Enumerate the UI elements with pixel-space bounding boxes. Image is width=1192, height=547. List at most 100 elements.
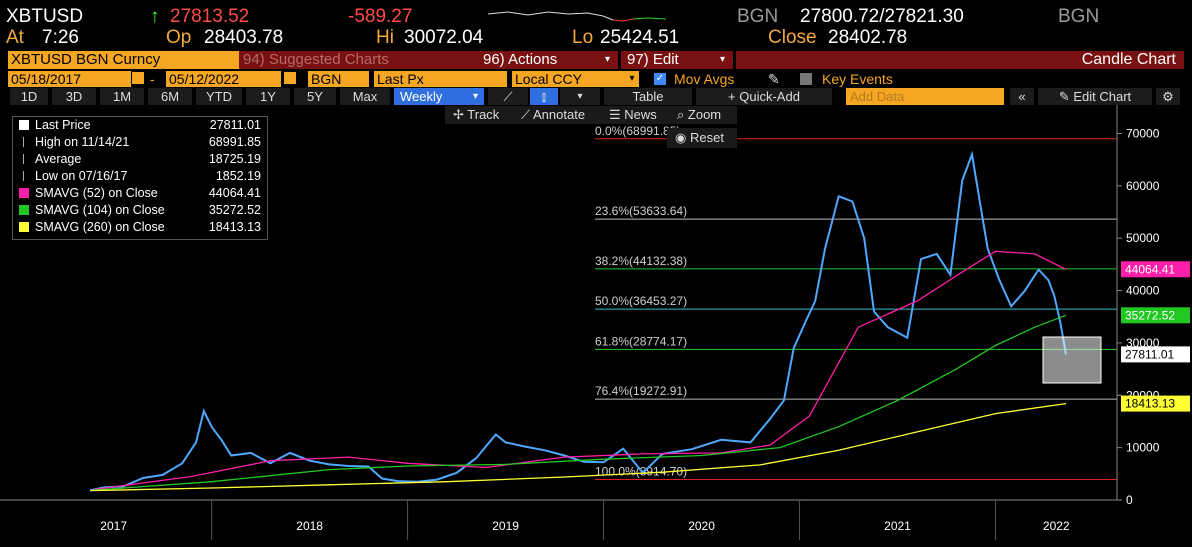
params-bar: 05/18/2017 - 05/12/2022 BGN Last Px Loca…: [0, 70, 1192, 88]
reset-icon: ◉: [675, 130, 687, 145]
legend-swatch: [23, 171, 25, 181]
table-button[interactable]: Table: [604, 88, 692, 105]
bid-source: BGN: [737, 6, 779, 27]
fib-level-label: 38.2%(44132.38): [595, 254, 687, 268]
edit-menu[interactable]: 97) Edit ▾: [621, 51, 733, 69]
pricing-source-field[interactable]: BGN: [308, 71, 369, 87]
reset-label: Reset: [689, 130, 724, 145]
quick-add-button[interactable]: + Quick-Add: [696, 88, 832, 105]
line-chart-icon[interactable]: ⟋: [488, 88, 528, 105]
annotate-button[interactable]: ⟋ Annotate: [521, 107, 586, 122]
news-button[interactable]: ☰ News: [609, 107, 657, 122]
legend-item: SMAVG (260) on Close 18413.13: [13, 219, 267, 236]
y-tick-label: 0: [1126, 493, 1133, 507]
legend-label: SMAVG (52) on Close: [35, 186, 158, 200]
add-data-input[interactable]: Add Data: [846, 88, 1004, 105]
price-tag: [1121, 346, 1190, 363]
start-date-field[interactable]: 05/18/2017: [8, 71, 131, 87]
candle-icon[interactable]: ⫾: [530, 88, 558, 105]
key-events-checkbox[interactable]: [800, 73, 812, 85]
price-tag-label: 35272.52: [1125, 308, 1175, 322]
currency-selector[interactable]: Local CCY: [512, 71, 625, 87]
legend-value: 27811.01: [209, 118, 261, 132]
legend-label: Low on 07/16/17: [35, 169, 128, 183]
actions-menu[interactable]: 96) Actions ▾: [477, 51, 618, 69]
y-tick-label: 70000: [1126, 126, 1160, 140]
last-price: 27813.52: [170, 6, 250, 27]
pencil-icon[interactable]: ✎: [768, 71, 780, 87]
price-tag: [1121, 395, 1190, 412]
close-value: 28402.78: [828, 27, 908, 48]
period-3d[interactable]: 3D: [52, 88, 96, 105]
legend-swatch: [19, 205, 29, 215]
track-label: Track: [467, 107, 500, 122]
chart-legend: Last Price 27811.01 High on 11/14/21 68991.…: [12, 116, 268, 240]
annotate-label: Annotate: [533, 107, 586, 122]
chevron-down-icon: ▾: [604, 54, 610, 65]
security-field[interactable]: XBTUSD BGN Curncy: [8, 51, 239, 69]
y-tick-label: 50000: [1126, 231, 1160, 245]
edit-chart-label: Edit Chart: [1073, 89, 1132, 104]
legend-label: Average: [35, 152, 82, 166]
at-label: At: [6, 27, 24, 48]
legend-label: SMAVG (260) on Close: [35, 220, 165, 234]
period-toolbar: 1D 3D 1M 6M YTD 1Y 5Y Max Weekly ▾ ⟋ ⫾ ▾…: [0, 88, 1192, 105]
frequency-selector[interactable]: Weekly ▾: [394, 88, 484, 105]
x-tick-label: 2019: [492, 519, 519, 533]
legend-swatch: [23, 154, 25, 164]
calendar-icon[interactable]: [132, 72, 144, 84]
calendar-icon[interactable]: [284, 72, 296, 84]
frequency-label: Weekly: [400, 89, 443, 104]
period-1m[interactable]: 1M: [100, 88, 144, 105]
track-button[interactable]: ✢ Track: [453, 107, 500, 122]
legend-swatch: [19, 120, 29, 130]
net-change: -589.27: [348, 6, 413, 27]
period-1d[interactable]: 1D: [10, 88, 48, 105]
chevron-down-icon: ▾: [472, 91, 478, 102]
key-events-label: Key Events: [822, 71, 893, 87]
moving-average-line: [94, 314, 1067, 491]
legend-swatch: [19, 188, 29, 198]
quote-time: 7:26: [42, 27, 79, 48]
x-tick-label: 2020: [688, 519, 715, 533]
legend-swatch: [19, 222, 29, 232]
gear-icon[interactable]: ⚙: [1156, 88, 1180, 105]
fib-level-label: 76.4%(19272.91): [595, 384, 687, 398]
bid-ask: 27800.72/27821.30: [800, 6, 964, 27]
legend-value: 1852.19: [215, 169, 261, 183]
x-tick-label: 2017: [100, 519, 127, 533]
period-6m[interactable]: 6M: [148, 88, 192, 105]
end-date-field[interactable]: 05/12/2022: [166, 71, 281, 87]
suggested-charts-button[interactable]: 94) Suggested Charts: [239, 51, 478, 69]
x-tick-label: 2018: [296, 519, 323, 533]
period-1y[interactable]: 1Y: [246, 88, 290, 105]
reset-button[interactable]: ◉ Reset: [667, 128, 737, 148]
period-ytd[interactable]: YTD: [196, 88, 242, 105]
mov-avgs-checkbox[interactable]: ✓: [654, 73, 666, 85]
legend-label: SMAVG (104) on Close: [35, 203, 165, 217]
moving-average-line: [90, 402, 1067, 492]
y-tick-label: 40000: [1126, 284, 1160, 298]
collapse-icon[interactable]: «: [1010, 88, 1034, 105]
high-value: 30072.04: [404, 27, 484, 48]
date-dash: -: [150, 71, 155, 87]
legend-value: 35272.52: [208, 203, 261, 217]
news-label: News: [624, 107, 657, 122]
high-label: Hi: [376, 27, 394, 48]
period-5y[interactable]: 5Y: [294, 88, 336, 105]
legend-item: Last Price 27811.01: [13, 117, 267, 134]
field-selector[interactable]: Last Px: [374, 71, 507, 87]
low-value: 25424.51: [600, 27, 680, 48]
zoom-selection-box: [1042, 336, 1102, 384]
zoom-button[interactable]: ⌕ Zoom: [677, 107, 722, 122]
chevron-down-icon[interactable]: ▾: [560, 88, 600, 105]
fib-level-label: 0.0%(68991.85): [595, 124, 680, 138]
chevron-down-icon[interactable]: ▾: [625, 71, 639, 87]
mov-avgs-label: Mov Avgs: [674, 71, 735, 87]
low-label: Lo: [572, 27, 594, 48]
edit-chart-button[interactable]: ✎ Edit Chart: [1038, 88, 1152, 105]
legend-item: Low on 07/16/17 1852.19: [13, 168, 267, 185]
ticker: XBTUSD: [6, 6, 84, 27]
period-max[interactable]: Max: [340, 88, 390, 105]
legend-item: SMAVG (104) on Close 35272.52: [13, 202, 267, 219]
